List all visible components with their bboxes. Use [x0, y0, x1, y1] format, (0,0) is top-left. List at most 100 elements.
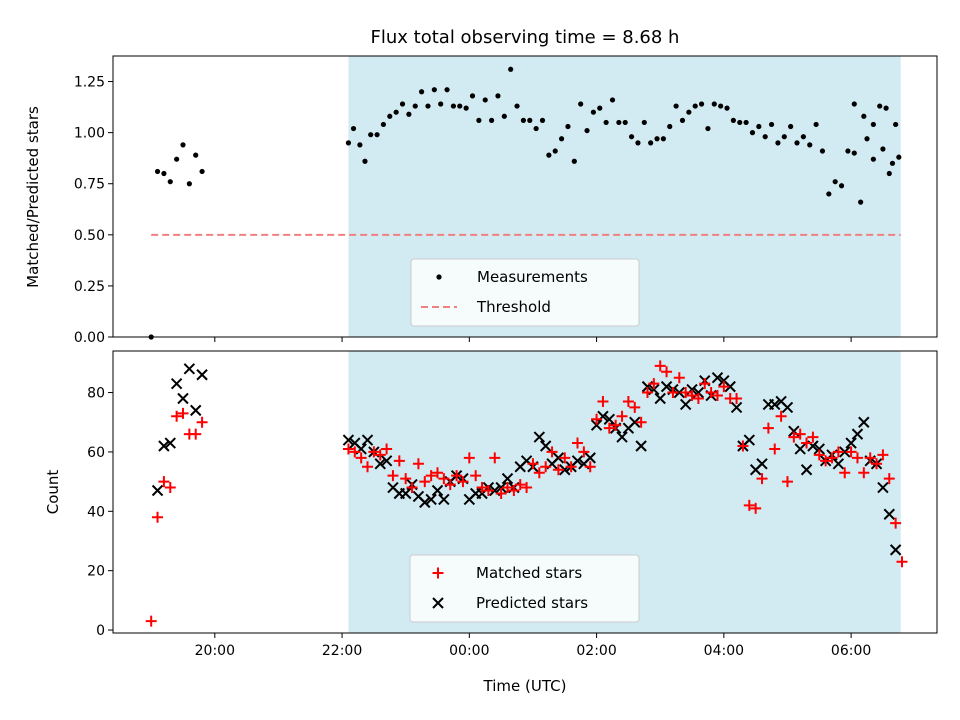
matched-star-point: [743, 499, 755, 511]
matched-star-point: [533, 467, 545, 479]
measurement-point: [438, 101, 444, 107]
matched-star-point: [540, 461, 552, 473]
bottom-legend: Matched stars Predicted stars: [409, 554, 640, 623]
measurement-point: [368, 132, 374, 138]
predicted-star-point: [711, 372, 724, 384]
legend-label-matched: Matched stars: [476, 564, 582, 582]
predicted-star-point: [800, 464, 813, 476]
matched-star-point: [686, 390, 698, 402]
matched-star-point: [801, 437, 813, 449]
x-tick-label: 00:00: [449, 643, 489, 659]
measurement-point: [730, 117, 736, 123]
measurement-point: [154, 168, 161, 175]
measurement-point: [679, 117, 686, 123]
measurement-point: [705, 125, 711, 132]
measurement-point: [648, 140, 654, 146]
predicted-star-point: [883, 508, 895, 520]
legend-box: [410, 258, 640, 327]
measurement-point: [692, 103, 698, 109]
matched-star-point: [718, 381, 730, 393]
matched-star-point: [508, 485, 520, 497]
matched-star-point: [482, 485, 494, 497]
measurement-point: [431, 87, 437, 93]
predicted-star-point: [730, 401, 743, 414]
predicted-star-point: [495, 481, 507, 494]
top-x-ticks: [214, 337, 852, 342]
y-tick-label: 0.00: [74, 330, 105, 346]
y-tick-label: 1.00: [74, 126, 105, 142]
matched-star-point: [756, 473, 768, 485]
predicted-star-point: [781, 401, 794, 414]
matched-star-point: [788, 431, 800, 443]
measurement-point: [552, 148, 558, 154]
matched-star-point: [514, 479, 526, 491]
matched-star-point: [883, 473, 895, 485]
measurement-point: [781, 134, 787, 140]
measurement-point: [193, 152, 199, 158]
measurement-point: [667, 123, 673, 130]
matched-star-point: [164, 482, 176, 494]
matched-star-point: [667, 387, 679, 399]
predicted-star-point: [380, 455, 393, 467]
measurement-point: [775, 140, 781, 146]
predicted-star-point: [539, 440, 552, 452]
matched-star-point: [368, 446, 380, 458]
matched-star-point: [661, 366, 673, 378]
matched-star-point: [502, 482, 514, 494]
measurement-point: [387, 113, 393, 119]
matched-star-point: [832, 446, 844, 458]
bottom-axes-frame: [112, 350, 938, 634]
measurement-point: [896, 154, 902, 160]
predicted-star-point: [438, 493, 450, 506]
measurement-point: [813, 121, 819, 128]
measurement-point: [851, 101, 857, 107]
measurement-point: [399, 101, 406, 107]
predicted-star-point: [635, 440, 647, 452]
x-tick-label: 20:00: [195, 643, 235, 659]
measurement-point: [737, 119, 743, 126]
measurement-point: [870, 156, 876, 162]
predicted-star-point: [571, 455, 584, 467]
y-tick-label: 80: [87, 386, 105, 402]
measurement-point: [832, 179, 838, 185]
measurement-point: [463, 105, 469, 111]
predicted-star-point: [158, 440, 170, 452]
matched-star-point: [578, 446, 590, 458]
matched-star-point: [648, 378, 660, 390]
measurement-point: [889, 160, 896, 166]
predicted-star-point: [151, 484, 164, 497]
matched-star-point: [641, 387, 653, 399]
matched-star-point: [158, 476, 170, 488]
matched-star-point: [851, 452, 863, 464]
matched-star-point: [190, 428, 202, 440]
legend-label-threshold: Threshold: [476, 298, 551, 316]
predicted-star-point: [431, 484, 444, 497]
matched-star-point: [177, 407, 189, 419]
predicted-star-point: [832, 458, 845, 470]
measurement-point: [501, 113, 507, 119]
y-tick-label: 0.25: [74, 279, 105, 295]
measurement-point: [380, 121, 387, 128]
predicted-star-point: [813, 443, 825, 455]
matched-star-point: [425, 470, 437, 482]
measurement-point: [546, 152, 552, 158]
measurement-point: [673, 103, 679, 109]
measurement-point: [571, 158, 577, 164]
top-panel: 0.00 0.25 0.50 0.75 1.00 1.25 Flux total obse…: [24, 27, 938, 346]
legend-label-predicted: Predicted stars: [476, 594, 588, 612]
matched-star-point: [845, 446, 857, 458]
measurement-point: [584, 127, 590, 134]
matched-star-point: [342, 443, 354, 455]
predicted-star-point: [877, 481, 889, 494]
top-axes-frame: [112, 55, 938, 338]
measurement-point: [167, 179, 173, 185]
matched-star-point: [362, 461, 374, 473]
matched-star-point: [705, 387, 717, 399]
measurement-point: [794, 140, 800, 146]
matched-star-point: [750, 502, 762, 514]
measurement-point: [186, 181, 192, 187]
measurement-points: [148, 66, 902, 340]
matched-star-point: [654, 360, 666, 372]
predicted-star-point: [724, 380, 736, 393]
